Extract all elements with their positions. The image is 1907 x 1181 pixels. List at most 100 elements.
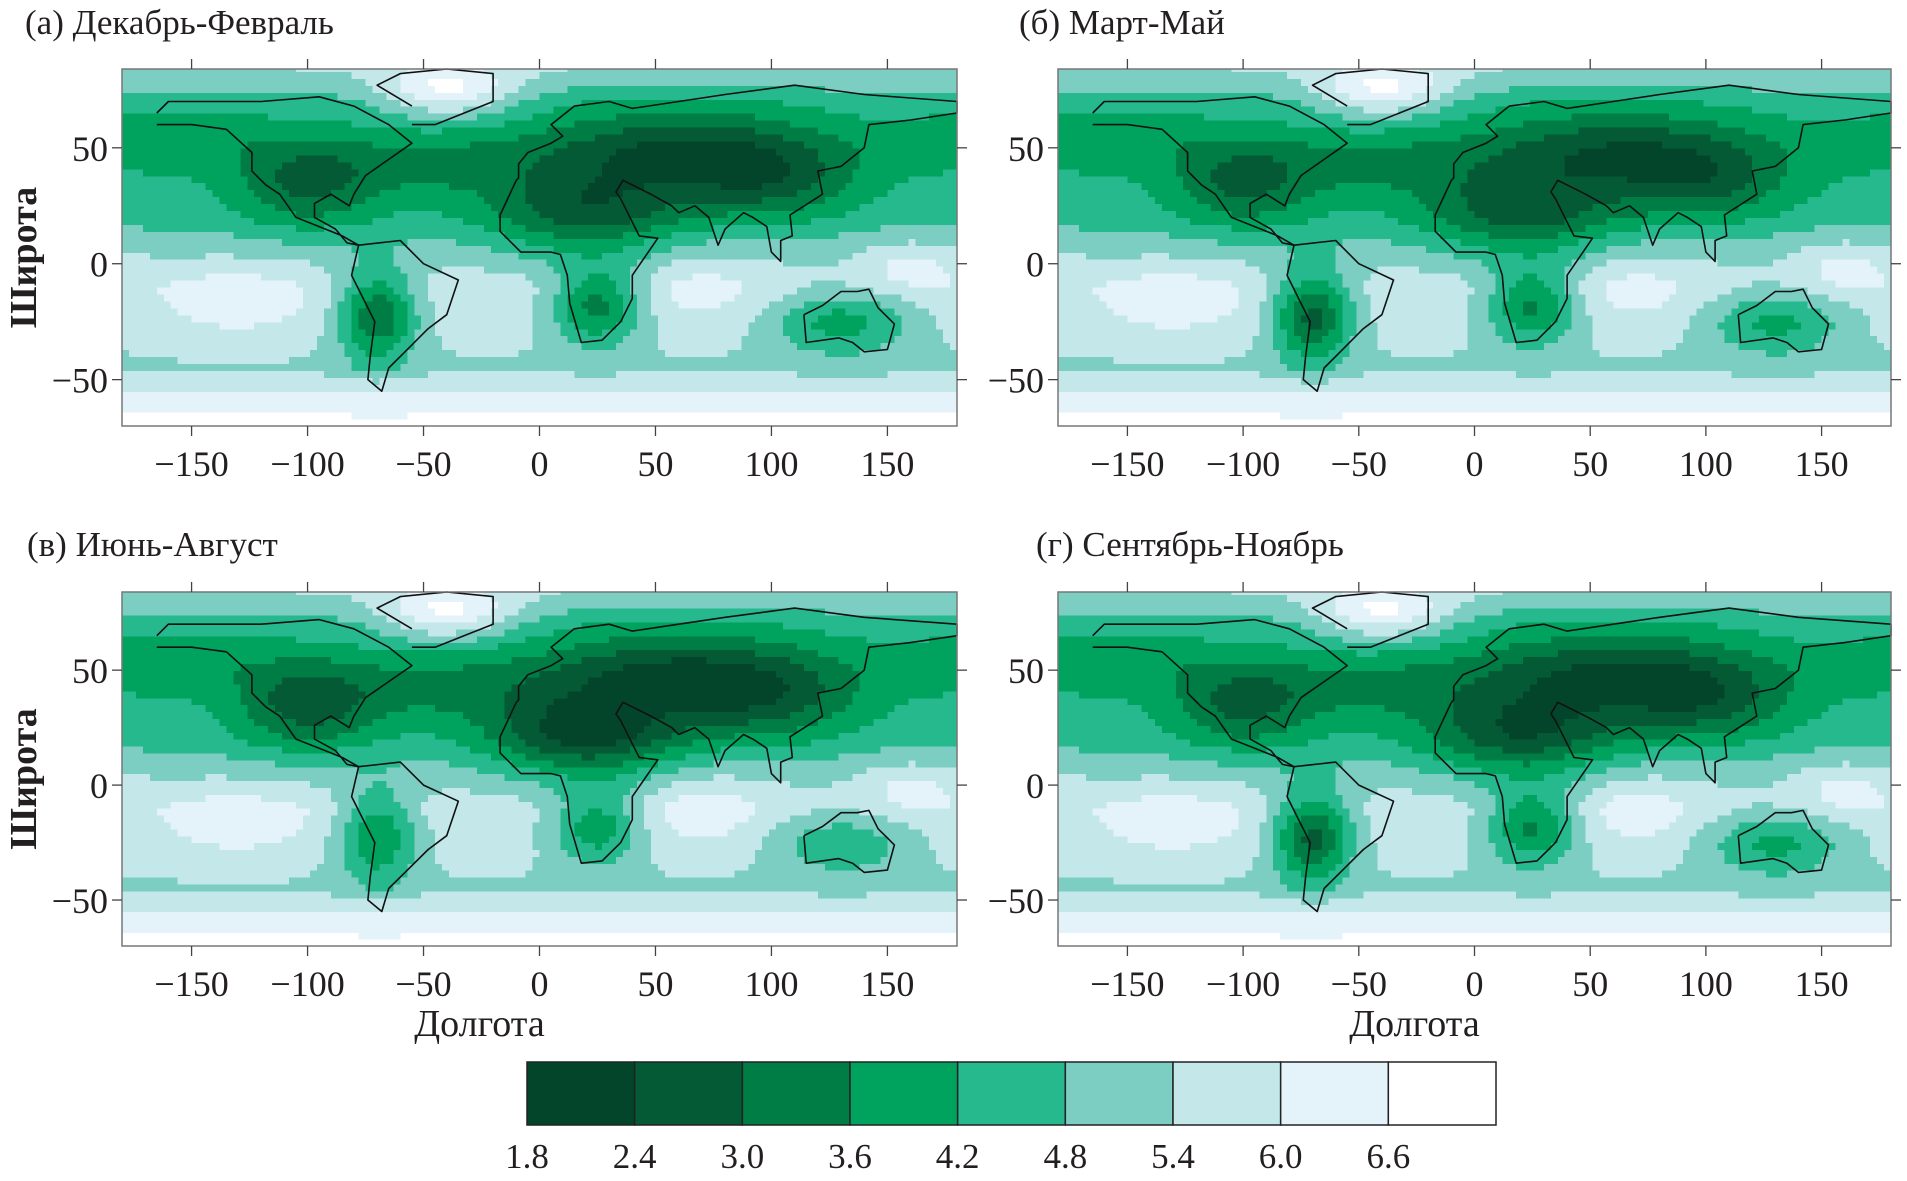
contour-cell xyxy=(525,189,534,198)
contour-cell xyxy=(776,203,784,212)
contour-cell xyxy=(156,412,165,420)
contour-cell xyxy=(142,224,151,232)
contour-cell xyxy=(539,342,548,351)
contour-cell xyxy=(233,307,241,316)
contour-cell xyxy=(553,133,561,142)
contour-cell xyxy=(678,120,687,128)
contour-cell xyxy=(358,154,367,163)
contour-cell xyxy=(783,120,791,128)
contour-cell xyxy=(511,106,520,114)
contour-cell xyxy=(289,300,297,309)
contour-cell xyxy=(358,419,367,427)
contour-cell xyxy=(741,238,749,246)
contour-cell xyxy=(219,245,227,253)
contour-cell xyxy=(643,161,652,170)
contour-cell xyxy=(483,391,492,399)
contour-cell xyxy=(588,133,596,142)
contour-cell xyxy=(198,99,207,107)
contour-cell xyxy=(469,398,478,406)
contour-cell xyxy=(330,245,339,253)
contour-cell xyxy=(261,273,269,281)
contour-cell xyxy=(574,231,582,239)
contour-cell xyxy=(588,203,596,212)
contour-cell xyxy=(685,300,694,309)
contour-cell xyxy=(567,182,575,191)
contour-cell xyxy=(330,363,339,371)
contour-cell xyxy=(400,217,408,225)
contour-cell xyxy=(692,293,701,302)
contour-cell xyxy=(588,140,596,149)
contour-cell xyxy=(463,224,471,232)
contour-cell xyxy=(275,224,283,232)
contour-cell xyxy=(769,259,777,267)
contour-cell xyxy=(671,419,680,427)
contour-cell xyxy=(142,266,151,274)
contour-cell xyxy=(163,85,172,93)
contour-cell xyxy=(205,147,214,156)
contour-cell xyxy=(776,266,784,274)
contour-cell xyxy=(755,259,763,267)
contour-cell xyxy=(414,245,422,253)
contour-cell xyxy=(205,286,214,295)
contour-cell xyxy=(129,217,137,225)
contour-cell xyxy=(156,384,165,392)
contour-cell xyxy=(122,120,130,128)
contour-cell xyxy=(602,252,610,260)
contour-cell xyxy=(330,391,339,399)
contour-cell xyxy=(504,307,513,316)
contour-cell xyxy=(720,286,728,295)
contour-cell xyxy=(330,405,339,413)
contour-cell xyxy=(191,300,200,309)
contour-cell xyxy=(372,266,381,274)
contour-cell xyxy=(588,356,596,365)
contour-cell xyxy=(595,189,603,198)
contour-cell xyxy=(609,92,617,100)
contour-cell xyxy=(699,120,708,128)
contour-cell xyxy=(372,398,381,406)
contour-cell xyxy=(643,168,652,177)
contour-cell xyxy=(497,78,506,86)
contour-cell xyxy=(296,335,304,344)
contour-cell xyxy=(226,113,234,121)
contour-cell xyxy=(581,161,589,170)
contour-cell xyxy=(609,69,617,72)
contour-cell xyxy=(219,92,227,100)
contour-cell xyxy=(344,356,353,365)
contour-cell xyxy=(309,342,318,351)
contour-cell xyxy=(623,120,631,128)
contour-cell xyxy=(539,154,548,163)
contour-cell xyxy=(372,300,381,309)
contour-cell xyxy=(623,69,631,72)
contour-cell xyxy=(650,377,659,385)
contour-cell xyxy=(588,266,596,274)
contour-cell xyxy=(713,203,722,212)
contour-cell xyxy=(330,175,339,184)
contour-cell xyxy=(205,293,214,302)
contour-cell xyxy=(268,147,276,156)
contour-cell xyxy=(469,266,478,274)
contour-cell xyxy=(518,99,527,107)
contour-cell xyxy=(748,321,756,330)
contour-cell xyxy=(511,300,520,309)
contour-cell xyxy=(469,154,478,163)
contour-cell xyxy=(748,245,756,253)
contour-cell xyxy=(456,384,464,392)
contour-cell xyxy=(727,293,735,302)
contour-cell xyxy=(149,120,158,128)
contour-cell xyxy=(386,314,394,323)
contour-cell xyxy=(504,99,513,107)
contour-cell xyxy=(713,245,722,253)
contour-cell xyxy=(282,419,290,427)
contour-cell xyxy=(748,405,756,413)
contour-cell xyxy=(490,127,499,135)
contour-cell xyxy=(476,106,485,114)
contour-cell xyxy=(177,154,186,163)
contour-cell xyxy=(643,140,652,149)
contour-cell xyxy=(435,377,443,385)
contour-cell xyxy=(504,405,513,413)
contour-cell xyxy=(657,203,666,212)
contour-cell xyxy=(748,196,756,205)
contour-cell xyxy=(442,106,450,114)
contour-cell xyxy=(546,189,555,198)
contour-cell xyxy=(372,71,381,79)
